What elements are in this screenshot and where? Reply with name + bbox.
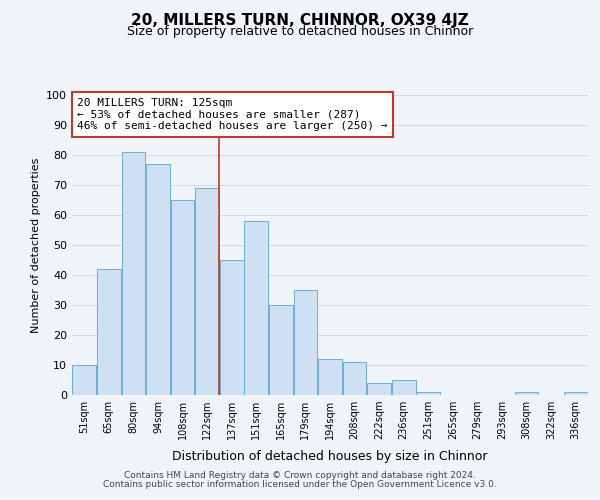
Bar — [343, 362, 367, 395]
Text: Contains public sector information licensed under the Open Government Licence v3: Contains public sector information licen… — [103, 480, 497, 489]
Bar — [244, 221, 268, 395]
Bar — [367, 383, 391, 395]
Bar — [318, 359, 342, 395]
Bar — [73, 365, 96, 395]
Bar — [564, 392, 587, 395]
X-axis label: Distribution of detached houses by size in Chinnor: Distribution of detached houses by size … — [172, 450, 488, 464]
Bar — [97, 269, 121, 395]
Bar — [122, 152, 145, 395]
Bar — [416, 392, 440, 395]
Text: Size of property relative to detached houses in Chinnor: Size of property relative to detached ho… — [127, 25, 473, 38]
Text: 20 MILLERS TURN: 125sqm
← 53% of detached houses are smaller (287)
46% of semi-d: 20 MILLERS TURN: 125sqm ← 53% of detache… — [77, 98, 388, 131]
Bar — [293, 290, 317, 395]
Bar — [170, 200, 194, 395]
Bar — [392, 380, 416, 395]
Bar — [146, 164, 170, 395]
Y-axis label: Number of detached properties: Number of detached properties — [31, 158, 41, 332]
Bar — [195, 188, 219, 395]
Text: Contains HM Land Registry data © Crown copyright and database right 2024.: Contains HM Land Registry data © Crown c… — [124, 471, 476, 480]
Bar — [269, 305, 293, 395]
Bar — [220, 260, 244, 395]
Text: 20, MILLERS TURN, CHINNOR, OX39 4JZ: 20, MILLERS TURN, CHINNOR, OX39 4JZ — [131, 12, 469, 28]
Bar — [515, 392, 538, 395]
